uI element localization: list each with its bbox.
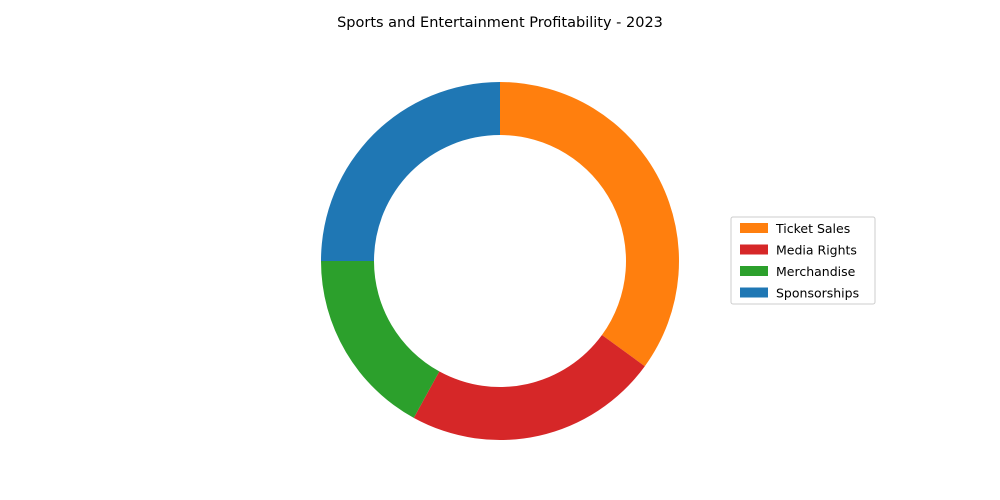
legend-swatch-media-rights [740,244,768,255]
legend-swatch-sponsorships [740,287,768,298]
legend-label-ticket-sales: Ticket Sales [775,221,850,236]
slice-merchandise [321,261,440,418]
legend: Ticket Sales Media Rights Merchandise Spons… [730,216,876,305]
slice-media-rights [413,335,645,440]
legend-label-media-rights: Media Rights [776,243,857,258]
legend-swatch-ticket-sales [740,223,768,233]
legend-swatch-merchandise [740,266,768,276]
legend-label-merchandise: Merchandise [776,264,856,279]
donut-slices [321,82,679,440]
chart-title: Sports and Entertainment Profitability -… [337,15,663,31]
legend-frame [730,216,876,305]
legend-label-sponsorships: Sponsorships [776,286,859,301]
slice-sponsorships [321,82,500,261]
slice-ticket-sales [500,82,679,367]
